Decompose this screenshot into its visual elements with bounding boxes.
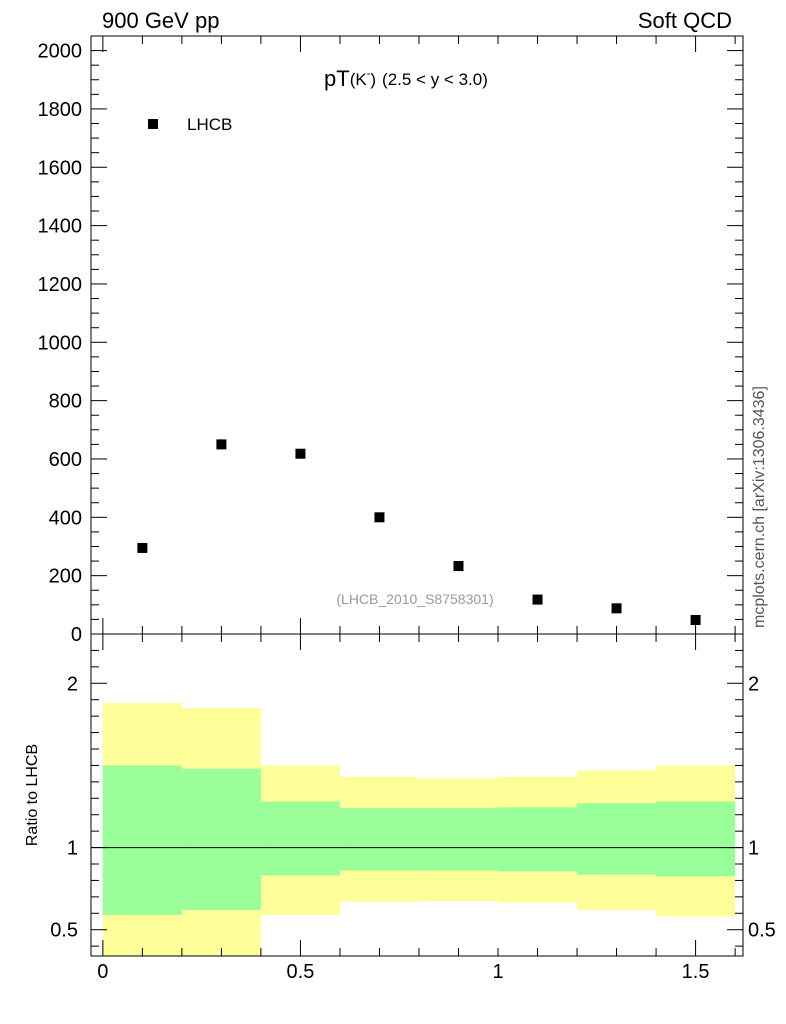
- data-point: [374, 512, 385, 523]
- ratio-bands: [102, 703, 736, 956]
- ratio-ytick-label: 2: [67, 673, 78, 695]
- data-point: [611, 603, 622, 614]
- ratio-xtick-label: 1: [492, 961, 503, 983]
- data-point: [137, 542, 148, 553]
- ratio-xtick-label: 1.5: [682, 961, 710, 983]
- watermark: mcplots.cern.ch [arXiv:1306.3436]: [751, 386, 768, 628]
- main-y-axis: 0 200 400 600 800 1000 1200 1400 1600 1800 2000: [38, 35, 743, 646]
- main-ytick-label: 200: [49, 566, 82, 588]
- title-particle: (K: [350, 70, 368, 89]
- ratio-ylabel: Ratio to LHCB: [24, 744, 41, 846]
- title-sup: -: [367, 68, 371, 80]
- ratio-band-inner: [339, 808, 419, 871]
- ratio-xtick-label: 0: [97, 961, 108, 983]
- ratio-panel: 0.5 0.5 1 1 2 2 0 0.5 1 1.5 Ratio to LHCB: [24, 633, 776, 983]
- main-ytick-label: 600: [49, 449, 82, 471]
- main-ytick-label: 2000: [38, 41, 83, 63]
- main-ytick-label: 1200: [38, 274, 83, 296]
- title-main: pT: [324, 66, 350, 91]
- ratio-x-axis: 0 0.5 1 1.5: [97, 634, 736, 983]
- plot-title: pT(K-) (2.5 < y < 3.0): [324, 66, 488, 91]
- main-ytick-label: 800: [49, 391, 82, 413]
- main-ytick-label: 0: [71, 624, 82, 646]
- ratio-band-inner: [577, 803, 657, 875]
- ratio-frame: [90, 633, 744, 957]
- main-ytick-label: 400: [49, 507, 82, 529]
- title-close: ): [370, 70, 376, 89]
- data-point: [295, 448, 306, 459]
- main-ytick-label: 1000: [38, 332, 83, 354]
- ratio-band-inner: [656, 801, 736, 877]
- ratio-y-axis: 0.5 0.5 1 1 2 2: [50, 649, 776, 947]
- main-data-points: [137, 439, 701, 625]
- ratio-ytick-label-right: 0.5: [748, 920, 776, 942]
- ratio-ytick-label: 1: [67, 838, 78, 860]
- header-left: 900 GeV pp: [102, 8, 219, 33]
- ratio-band-inner: [498, 807, 578, 872]
- ratio-ytick-label-right: 1: [748, 838, 759, 860]
- data-point: [690, 614, 701, 625]
- data-point: [532, 594, 543, 605]
- main-panel: 0 200 400 600 800 1000 1200 1400 1600 1800 2000 pT…: [38, 35, 744, 646]
- ratio-band-inner: [418, 808, 499, 871]
- title-range: (2.5 < y < 3.0): [382, 70, 488, 89]
- analysis-tag: (LHCB_2010_S8758301): [336, 591, 493, 607]
- ratio-xtick-label: 0.5: [287, 961, 315, 983]
- ratio-band-inner: [102, 765, 182, 915]
- legend-marker: [148, 119, 158, 129]
- header-right: Soft QCD: [638, 8, 732, 33]
- ratio-ytick-label-right: 2: [748, 673, 759, 695]
- main-ytick-label: 1600: [38, 157, 83, 179]
- data-point: [216, 439, 227, 450]
- ratio-band-inner: [260, 801, 340, 876]
- ratio-ytick-label: 0.5: [50, 920, 78, 942]
- legend-label: LHCB: [187, 115, 232, 134]
- ratio-band-inner: [181, 768, 261, 910]
- main-x-ticks: [102, 36, 736, 634]
- data-point: [453, 561, 464, 572]
- main-ytick-label: 1400: [38, 216, 83, 238]
- main-ytick-label: 1800: [38, 99, 83, 121]
